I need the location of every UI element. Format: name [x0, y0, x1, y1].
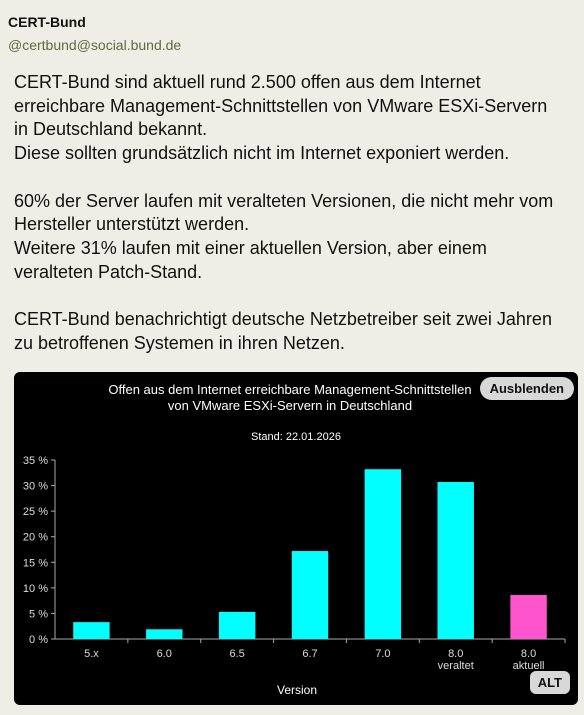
paragraph: CERT-Bund sind aktuell rund 2.500 offen … — [14, 71, 553, 166]
author[interactable]: CERT-Bund — [8, 14, 86, 30]
handle[interactable]: @certbund@social.bund.de — [8, 37, 182, 53]
x-tick-label-line: 8.0 — [521, 648, 536, 660]
x-tick-label: 6.5 — [229, 648, 244, 660]
x-tick-label: 6.7 — [302, 648, 317, 660]
x-tick-label: 7.0 — [375, 648, 390, 660]
hide-button[interactable]: Ausblenden — [479, 377, 574, 400]
bar — [437, 481, 474, 639]
y-tick-label: 35 % — [23, 455, 48, 467]
chart-title: von VMware ESXi-Servern in Deutschland — [168, 398, 412, 413]
x-tick-label-line: 6.0 — [157, 648, 172, 660]
x-tick-label-line: 5.x — [84, 648, 99, 660]
paragraph: CERT-Bund benachrichtigt deutsche Netzbe… — [14, 308, 553, 355]
chart-title: Offen aus dem Internet erreichbare Manag… — [108, 382, 471, 397]
text-line: in Deutschland bekannt. — [14, 119, 208, 140]
x-tick-label: 8.0 veraltet — [438, 648, 474, 672]
bar — [364, 469, 402, 639]
x-tick-label-line: aktuell — [513, 660, 545, 672]
text-line: veralteten Patch-Stand. — [14, 261, 203, 282]
text-line: Hersteller unterstützt werden. — [14, 214, 250, 235]
chart-subtitle: Stand: 22.01.2026 — [251, 431, 341, 443]
x-tick-label-line: 7.0 — [375, 648, 390, 660]
x-tick-label-line: 8.0 — [448, 648, 463, 660]
y-tick-label: 20 % — [23, 532, 48, 544]
text-line: CERT-Bund sind aktuell rund 2.500 offen … — [14, 72, 481, 92]
text-line: zu betroffenen Systemen in ihren Netzen. — [14, 332, 345, 353]
x-tick-label-line: veraltet — [438, 660, 474, 672]
paragraph: 60% der Server laufen mit veralteten Ver… — [14, 190, 553, 285]
text-line: erreichbare Management-Schnittstellen vo… — [14, 95, 548, 116]
x-tick-label-line: 6.7 — [302, 648, 317, 660]
y-tick-label: 10 % — [23, 583, 48, 595]
y-tick-label: 5 % — [29, 608, 48, 620]
y-tick-label: 25 % — [23, 506, 48, 518]
bar — [510, 595, 547, 639]
bar — [291, 551, 329, 639]
chart-image[interactable]: Offen aus dem Internet erreichbare Manag… — [14, 372, 578, 705]
bar — [146, 629, 183, 639]
text-line: 60% der Server laufen mit veralteten Ver… — [14, 190, 554, 211]
x-tick-label: 6.0 — [157, 648, 172, 660]
post-body: CERT-Bund sind aktuell rund 2.500 offen … — [14, 71, 553, 379]
x-tick-label-line: 6.5 — [229, 648, 244, 660]
text-line: Diese sollten grundsätzlich nicht im Int… — [14, 143, 510, 164]
y-tick-label: 0 % — [29, 634, 48, 646]
bar — [73, 622, 110, 639]
text-line: CERT-Bund benachrichtigt deutsche Netzbe… — [14, 309, 552, 329]
x-tick-label: 8.0 aktuell — [513, 648, 545, 672]
chart: Offen aus dem Internet erreichbare Manag… — [23, 382, 566, 697]
x-tick-label: 5.x — [84, 648, 99, 660]
y-tick-label: 30 % — [23, 481, 48, 493]
bar — [218, 611, 256, 639]
text-line: Weitere 31% laufen mit einer aktuellen V… — [14, 237, 487, 258]
alt-button[interactable]: ALT — [529, 671, 570, 694]
x-axis-label: Version — [277, 683, 317, 697]
y-tick-label: 15 % — [23, 557, 48, 569]
